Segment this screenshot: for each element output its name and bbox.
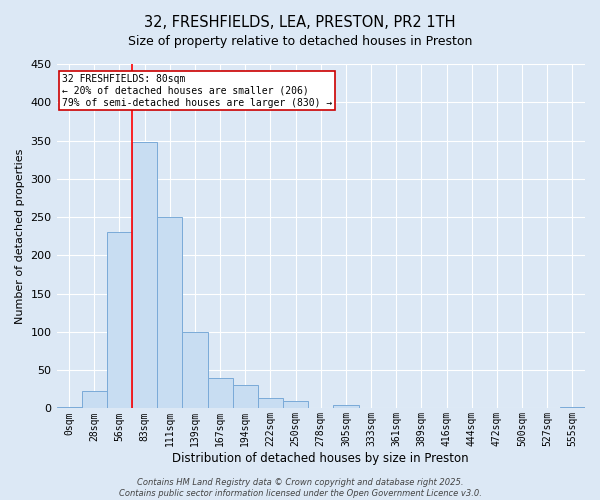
Bar [560, 407, 585, 408]
Bar [283, 401, 308, 408]
Bar [157, 217, 182, 408]
Y-axis label: Number of detached properties: Number of detached properties [15, 148, 25, 324]
Bar [334, 404, 359, 408]
Bar [107, 232, 132, 408]
Text: Size of property relative to detached houses in Preston: Size of property relative to detached ho… [128, 35, 472, 48]
Bar [258, 398, 283, 408]
Text: 32, FRESHFIELDS, LEA, PRESTON, PR2 1TH: 32, FRESHFIELDS, LEA, PRESTON, PR2 1TH [144, 15, 456, 30]
Bar [208, 378, 233, 408]
Bar [56, 407, 82, 408]
Bar [82, 391, 107, 408]
Bar [233, 386, 258, 408]
Bar [132, 142, 157, 408]
Text: Contains HM Land Registry data © Crown copyright and database right 2025.
Contai: Contains HM Land Registry data © Crown c… [119, 478, 481, 498]
Bar [182, 332, 208, 408]
Text: 32 FRESHFIELDS: 80sqm
← 20% of detached houses are smaller (206)
79% of semi-det: 32 FRESHFIELDS: 80sqm ← 20% of detached … [62, 74, 332, 108]
X-axis label: Distribution of detached houses by size in Preston: Distribution of detached houses by size … [172, 452, 469, 465]
